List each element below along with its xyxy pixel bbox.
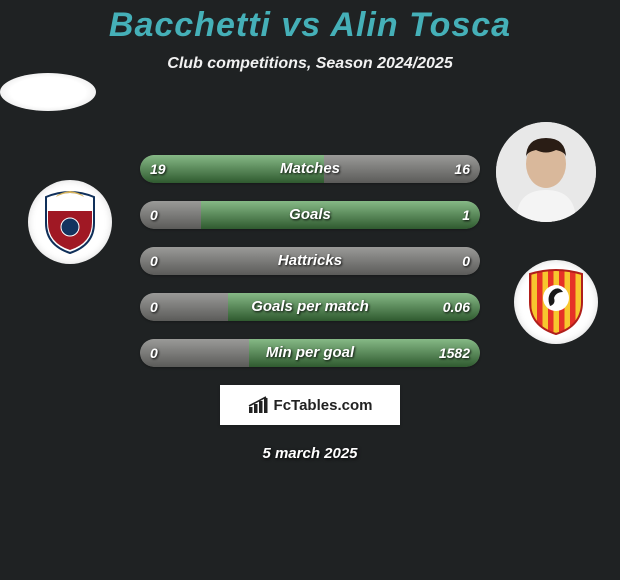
comparison-card: Bacchetti vs Alin Tosca Club competition… (0, 0, 620, 580)
stat-bar: 0Hattricks0 (140, 247, 480, 275)
bars-growth-icon (248, 396, 268, 414)
stat-label: Goals (140, 201, 480, 229)
stat-right-value: 1 (462, 201, 470, 229)
player-portrait-icon (496, 122, 596, 222)
crest-right-icon (526, 268, 586, 336)
stat-label: Goals per match (140, 293, 480, 321)
club-right-crest (514, 260, 598, 344)
stat-label: Hattricks (140, 247, 480, 275)
stat-label: Min per goal (140, 339, 480, 367)
brand-box: FcTables.com (220, 385, 400, 425)
stat-bar: 0Min per goal1582 (140, 339, 480, 367)
stat-bar: 19Matches16 (140, 155, 480, 183)
brand-label: FcTables.com (274, 397, 373, 414)
stat-right-value: 0 (462, 247, 470, 275)
date-label: 5 march 2025 (0, 445, 620, 462)
player-right-avatar (496, 122, 596, 222)
stat-bar: 0Goals per match0.06 (140, 293, 480, 321)
stat-right-value: 0.06 (443, 293, 470, 321)
player-left-avatar (0, 73, 96, 111)
stat-right-value: 1582 (439, 339, 470, 367)
subtitle: Club competitions, Season 2024/2025 (0, 55, 620, 73)
stats-bars: 19Matches160Goals10Hattricks00Goals per … (140, 155, 480, 367)
club-left-crest (28, 180, 112, 264)
crest-left-icon (42, 189, 98, 255)
page-title: Bacchetti vs Alin Tosca (0, 0, 620, 45)
stat-label: Matches (140, 155, 480, 183)
stat-right-value: 16 (454, 155, 470, 183)
stat-bar: 0Goals1 (140, 201, 480, 229)
